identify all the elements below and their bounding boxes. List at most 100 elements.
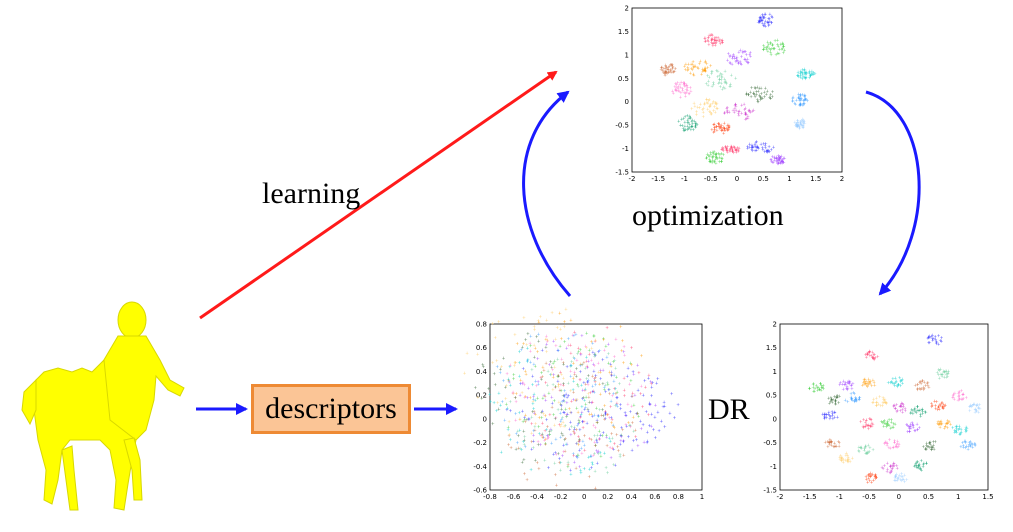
scatter-point: + — [564, 424, 568, 430]
scatter-point: + — [615, 403, 619, 409]
scatter-point: + — [735, 149, 739, 155]
scatter-point: + — [544, 381, 548, 387]
scatter-point: + — [611, 424, 615, 430]
scatter-point: + — [712, 42, 716, 48]
scatter-point: + — [644, 386, 648, 392]
scatter-point: + — [719, 78, 723, 84]
scatter-point: + — [834, 401, 838, 407]
scatter-point: + — [689, 71, 693, 77]
left-x-tick-label: 0.6 — [649, 493, 661, 501]
scatter-point: + — [694, 126, 698, 132]
scatter-point: + — [552, 413, 556, 419]
scatter-point: + — [636, 412, 640, 418]
scatter-point: + — [795, 125, 799, 131]
scatter-point: + — [573, 427, 577, 433]
scatter-point: + — [675, 83, 679, 89]
scatter-point: + — [896, 467, 900, 473]
scatter-point: + — [689, 86, 693, 92]
scatter-point: + — [527, 386, 531, 392]
scatter-point: + — [816, 388, 820, 394]
scatter-point: + — [867, 351, 871, 357]
scatter-point: + — [597, 430, 601, 436]
scatter-point: + — [756, 98, 760, 104]
scatter-point: + — [546, 437, 550, 443]
scatter-point: + — [508, 380, 512, 386]
scatter-point: + — [804, 77, 808, 83]
scatter-point: + — [753, 95, 757, 101]
scatter-point: + — [491, 422, 495, 428]
scatter-point: + — [783, 49, 787, 55]
scatter-point: + — [625, 374, 629, 380]
scatter-point: + — [593, 434, 597, 440]
scatter-point: + — [629, 379, 633, 385]
top-x-tick-label: 0.5 — [758, 175, 769, 183]
scatter-point: + — [742, 102, 746, 108]
scatter-point: + — [597, 350, 601, 356]
scatter-point: + — [820, 383, 824, 389]
scatter-point: + — [868, 450, 872, 456]
scatter-point: + — [800, 97, 804, 103]
scatter-point: + — [709, 111, 713, 117]
scatter-point: + — [915, 463, 919, 469]
scatter-point: + — [882, 397, 886, 403]
scatter-point: + — [608, 446, 612, 452]
scatter-point: + — [708, 110, 712, 116]
scatter-point: + — [895, 446, 899, 452]
scatter-point: + — [726, 145, 730, 151]
scatter-point: + — [563, 400, 567, 406]
scatter-point: + — [691, 122, 695, 128]
right-x-tick-label: -2 — [777, 493, 784, 501]
scatter-point: + — [763, 144, 767, 150]
scatter-point: + — [766, 149, 770, 155]
scatter-point: + — [663, 405, 667, 411]
scatter-point: + — [601, 408, 605, 414]
scatter-point: + — [565, 346, 569, 352]
top-y-tick-label: 2 — [625, 5, 629, 13]
scatter-point: + — [887, 381, 891, 387]
scatter-point: + — [704, 59, 708, 65]
scatter-point: + — [798, 127, 802, 133]
scatter-point: + — [552, 373, 556, 379]
scatter-point: + — [603, 385, 607, 391]
scatter-point: + — [870, 354, 874, 360]
scatter-point: + — [836, 415, 840, 421]
scatter-point: + — [712, 123, 716, 129]
scatter-point: + — [708, 105, 712, 111]
scatter-point: + — [902, 403, 906, 409]
scatter-point: + — [521, 345, 525, 351]
scatter-point: + — [582, 396, 586, 402]
scatter-point: + — [688, 114, 692, 120]
scatter-point: + — [825, 416, 829, 422]
scatter-point: + — [702, 110, 706, 116]
scatter-point: + — [971, 445, 975, 451]
scatter-point: + — [585, 365, 589, 371]
scatter-point: + — [746, 61, 750, 67]
scatter-point: + — [610, 418, 614, 424]
scatter-point: + — [637, 414, 641, 420]
scatter-point: + — [962, 445, 966, 451]
scatter-point: + — [558, 344, 562, 350]
scatter-point: + — [719, 72, 723, 78]
scatter-point: + — [523, 396, 527, 402]
scatter-point: + — [626, 366, 630, 372]
scatter-point: + — [663, 70, 667, 76]
scatter-point: + — [857, 446, 861, 452]
scatter-point: + — [533, 411, 537, 417]
scatter-point: + — [541, 366, 545, 372]
scatter-point: + — [602, 414, 606, 420]
scatter-point: + — [870, 424, 874, 430]
scatter-point: + — [578, 465, 582, 471]
scatter-point: + — [833, 445, 837, 451]
scatter-point: + — [828, 438, 832, 444]
scatter-point: + — [579, 348, 583, 354]
scatter-point: + — [753, 143, 757, 149]
scatter-point: + — [562, 444, 566, 450]
scatter-point: + — [798, 104, 802, 110]
scatter-point: + — [744, 112, 748, 118]
scatter-point: + — [927, 336, 931, 342]
scatter-point: + — [893, 407, 897, 413]
scatter-point: + — [871, 379, 875, 385]
scatter-point: + — [594, 383, 598, 389]
scatter-point: + — [940, 422, 944, 428]
